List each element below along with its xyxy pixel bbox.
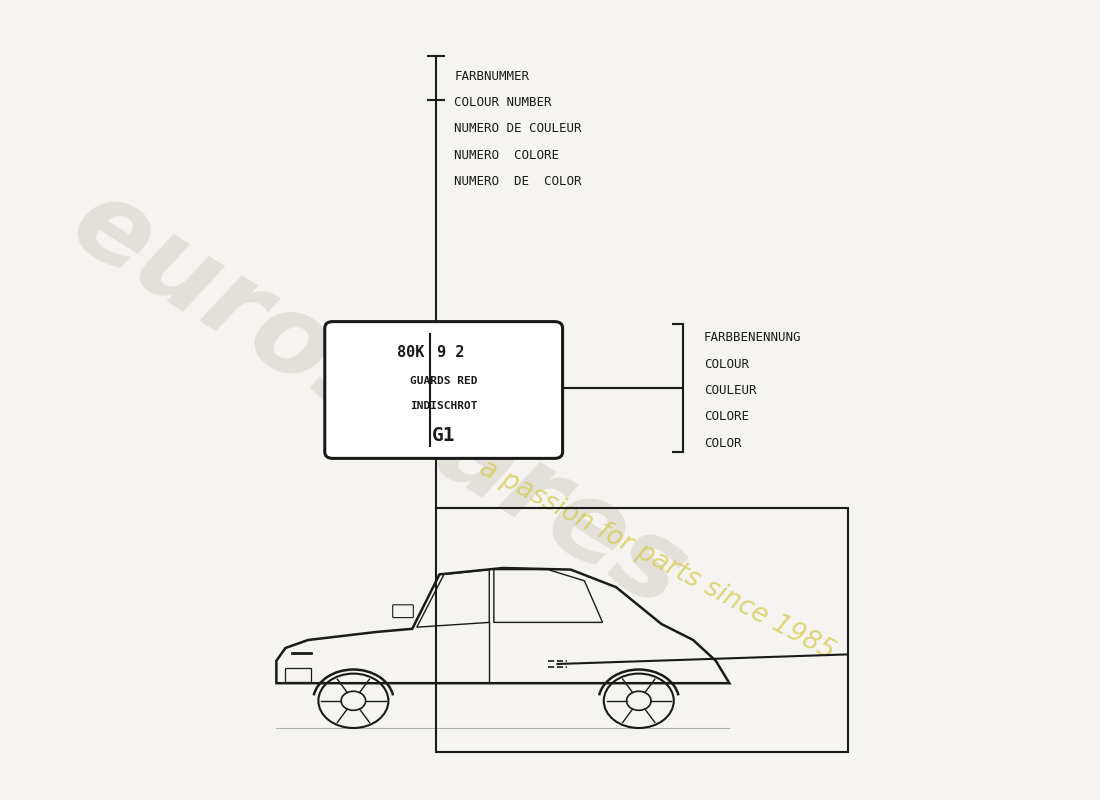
Text: GUARDS RED: GUARDS RED <box>410 376 477 386</box>
Text: COLORE: COLORE <box>704 410 749 423</box>
Text: FARBNUMMER: FARBNUMMER <box>454 70 529 82</box>
Text: eurospares: eurospares <box>53 169 705 631</box>
FancyBboxPatch shape <box>393 605 414 618</box>
Text: COLOR: COLOR <box>704 437 741 450</box>
Text: 80K: 80K <box>397 346 425 360</box>
Text: NUMERO DE COULEUR: NUMERO DE COULEUR <box>454 122 582 135</box>
Text: a passion for parts since 1985: a passion for parts since 1985 <box>475 455 839 665</box>
Text: 9 2: 9 2 <box>437 346 464 360</box>
Text: NUMERO  COLORE: NUMERO COLORE <box>454 149 560 162</box>
FancyBboxPatch shape <box>324 322 562 458</box>
Text: INDISCHROT: INDISCHROT <box>410 401 477 411</box>
Text: COLOUR: COLOUR <box>704 358 749 370</box>
Text: NUMERO  DE  COLOR: NUMERO DE COLOR <box>454 175 582 188</box>
Text: COLOUR NUMBER: COLOUR NUMBER <box>454 96 552 109</box>
Text: COULEUR: COULEUR <box>704 384 756 397</box>
Bar <box>285 668 311 682</box>
Bar <box>436 508 848 752</box>
Text: G1: G1 <box>432 426 455 446</box>
Text: FARBBENENNUNG: FARBBENENNUNG <box>704 331 801 344</box>
